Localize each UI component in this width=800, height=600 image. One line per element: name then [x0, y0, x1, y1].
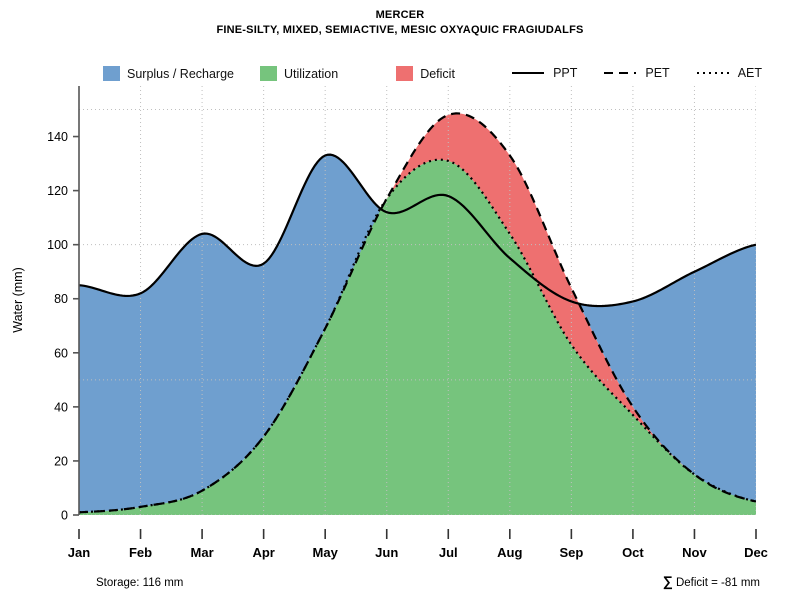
y-tick-label: 60: [54, 346, 68, 360]
storage-annotation: Storage: 116 mm: [96, 577, 184, 589]
legend-label-surplus: Surplus / Recharge: [127, 66, 235, 81]
legend-label-aet: AET: [737, 66, 762, 80]
utilization-area: [79, 159, 756, 515]
x-tick-label: Oct: [622, 545, 644, 560]
x-tick-label: Aug: [497, 545, 522, 560]
surplus-swatch: [103, 66, 120, 81]
x-tick-label: Feb: [129, 545, 152, 560]
deficit-sum-annotation: ∑ Deficit = -81 mm: [663, 573, 760, 589]
x-tick-label: Mar: [191, 545, 214, 560]
x-tick-label: Sep: [559, 545, 583, 560]
chart-legend: Surplus / Recharge Utilization Deficit P…: [0, 66, 800, 88]
x-tick-label: Jan: [68, 545, 90, 560]
x-tick-label: Jul: [439, 545, 458, 560]
legend-area-group: Surplus / Recharge Utilization Deficit: [103, 66, 481, 81]
ppt-line-sample: [512, 72, 545, 74]
legend-item-ppt: PPT: [511, 66, 577, 80]
legend-line-group: PPT PET AET: [485, 66, 762, 80]
sigma-icon: ∑: [662, 573, 673, 589]
y-tick-label: 120: [47, 184, 68, 198]
surplus-area: [579, 244, 756, 502]
deficit-swatch: [396, 66, 414, 81]
y-tick-label: 20: [54, 454, 68, 468]
x-tick-label: Jun: [375, 545, 398, 560]
y-tick-label: 100: [47, 238, 68, 252]
legend-item-deficit: Deficit: [396, 66, 455, 81]
aet-curve: [79, 158, 756, 514]
legend-label-pet: PET: [645, 66, 670, 80]
surplus-area: [79, 154, 382, 513]
x-tick-label: Apr: [252, 545, 274, 560]
y-tick-label: 140: [47, 130, 68, 144]
utilization-swatch: [260, 66, 278, 81]
pet-line-sample: [604, 72, 637, 74]
x-tick-label: May: [313, 545, 339, 560]
legend-label-deficit: Deficit: [420, 66, 455, 81]
deficit-sum-text: Deficit = -81 mm: [672, 577, 760, 589]
y-tick-label: 80: [54, 292, 68, 306]
ppt-curve: [79, 153, 756, 308]
y-tick-label: 0: [61, 509, 68, 523]
title-line-1: MERCER: [375, 9, 425, 21]
deficit-area: [386, 113, 695, 475]
y-tick-label: 40: [54, 400, 68, 414]
x-tick-label: Nov: [682, 545, 707, 560]
legend-label-ppt: PPT: [553, 66, 578, 80]
legend-item-surplus: Surplus / Recharge: [103, 66, 234, 81]
legend-item-utilization: Utilization: [260, 66, 338, 81]
legend-label-utilization: Utilization: [284, 66, 339, 81]
legend-item-pet: PET: [603, 66, 670, 80]
legend-item-aet: AET: [696, 66, 762, 80]
title-line-2: FINE-SILTY, MIXED, SEMIACTIVE, MESIC OXY…: [216, 24, 584, 36]
chart-title: MERCER FINE-SILTY, MIXED, SEMIACTIVE, ME…: [0, 8, 800, 38]
x-tick-label: Dec: [744, 545, 768, 560]
